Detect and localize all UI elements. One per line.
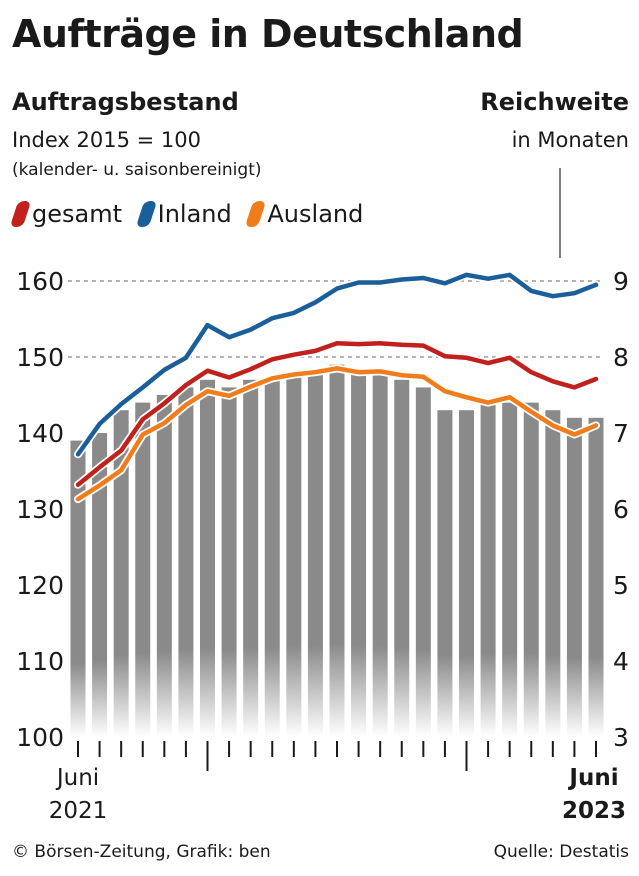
reichweite-bar-2022-08: [372, 372, 388, 737]
series-halo-ausland: [74, 364, 600, 504]
reichweite-bar-2022-03: [264, 379, 280, 737]
reichweite-bar-2021-06: [70, 440, 86, 737]
reichweite-bar-2023-01: [480, 402, 496, 737]
right-tick-label-5: 5: [613, 571, 629, 600]
reichweite-bar-2023-04: [545, 410, 561, 737]
right-tick-label-4: 4: [613, 647, 629, 676]
reichweite-bar-2021-10: [156, 395, 172, 737]
chart-title: Aufträge in Deutschland: [12, 12, 524, 56]
legend-item-ausland: Ausland: [245, 200, 364, 228]
grid-layer: [68, 280, 604, 358]
x-label-end-month: Juni: [567, 765, 618, 791]
reichweite-bar-2023-02: [502, 402, 518, 737]
right-tick-label-9: 9: [613, 267, 629, 296]
left-axis-note: (kalender- u. saisonbereinigt): [12, 160, 262, 180]
left-tick-label-130: 130: [16, 495, 64, 524]
series-line-ausland: [75, 366, 599, 502]
legend-label-inland: Inland: [157, 200, 232, 228]
legend-label-gesamt: gesamt: [32, 200, 122, 228]
reichweite-bar-2021-09: [135, 402, 151, 737]
reichweite-bar-2022-02: [243, 379, 259, 737]
legend-item-inland: Inland: [135, 200, 232, 228]
x-label-end-year: 2023: [562, 798, 626, 824]
reichweite-bar-2022-10: [415, 387, 431, 737]
axes-layer: 100 110 120 130 140 150 160 3 4 5 6 7 8 9 Juni 2021 Juni…: [16, 168, 629, 824]
left-axis-subtitle: Index 2015 = 100: [12, 128, 201, 152]
copyright-credit: © Börsen-Zeitung, Grafik: ben: [12, 842, 271, 862]
series-line-inland: [75, 272, 599, 457]
reichweite-bar-2022-04: [286, 372, 302, 737]
left-tick-label-150: 150: [16, 343, 64, 372]
right-tick-label-8: 8: [613, 343, 629, 372]
left-tick-label-110: 110: [16, 647, 64, 676]
reichweite-bar-2022-01: [221, 387, 237, 737]
right-tick-label-6: 6: [613, 495, 629, 524]
x-label-start-month: Juni: [55, 765, 99, 791]
right-axis-subtitle: in Monaten: [511, 128, 629, 152]
x-label-start-year: 2021: [49, 798, 108, 824]
reichweite-bar-2022-05: [307, 372, 323, 737]
right-tick-label-7: 7: [613, 419, 629, 448]
series-halo-gesamt: [74, 339, 600, 489]
bars-layer: [70, 364, 604, 737]
series-line-gesamt: [75, 341, 599, 487]
right-tick-label-3: 3: [613, 723, 629, 752]
legend-swatch-ausland: [245, 201, 267, 227]
reichweite-bar-2021-07: [92, 433, 108, 737]
reichweite-bar-2022-12: [459, 410, 474, 737]
legend-swatch-gesamt: [9, 201, 32, 227]
left-tick-label-100: 100: [16, 723, 64, 752]
left-axis-title: Auftragsbestand: [12, 88, 239, 116]
reichweite-bar-2023-05: [566, 417, 582, 737]
reichweite-bar-2022-07: [351, 372, 367, 737]
reichweite-bar-2023-06: [588, 417, 604, 737]
legend-swatch-inland: [135, 201, 157, 227]
reichweite-bar-2021-12: [200, 379, 215, 737]
legend: gesamt Inland Ausland: [9, 200, 373, 233]
left-tick-label-140: 140: [16, 419, 64, 448]
series-halo-inland: [74, 270, 600, 459]
reichweite-bar-2023-03: [523, 402, 539, 737]
lines-layer: [74, 270, 600, 504]
right-axis-title: Reichweite: [480, 88, 629, 116]
reichweite-bar-2022-11: [437, 410, 453, 737]
source-credit: Quelle: Destatis: [493, 842, 629, 862]
reichweite-bar-2022-06: [329, 364, 345, 737]
left-tick-label-160: 160: [16, 267, 64, 296]
legend-label-ausland: Ausland: [267, 200, 364, 228]
reichweite-bar-2021-11: [178, 387, 194, 737]
legend-item-gesamt: gesamt: [9, 200, 122, 228]
reichweite-bar-2022-09: [394, 379, 410, 737]
left-tick-label-120: 120: [16, 571, 64, 600]
reichweite-bar-2021-08: [113, 410, 129, 737]
